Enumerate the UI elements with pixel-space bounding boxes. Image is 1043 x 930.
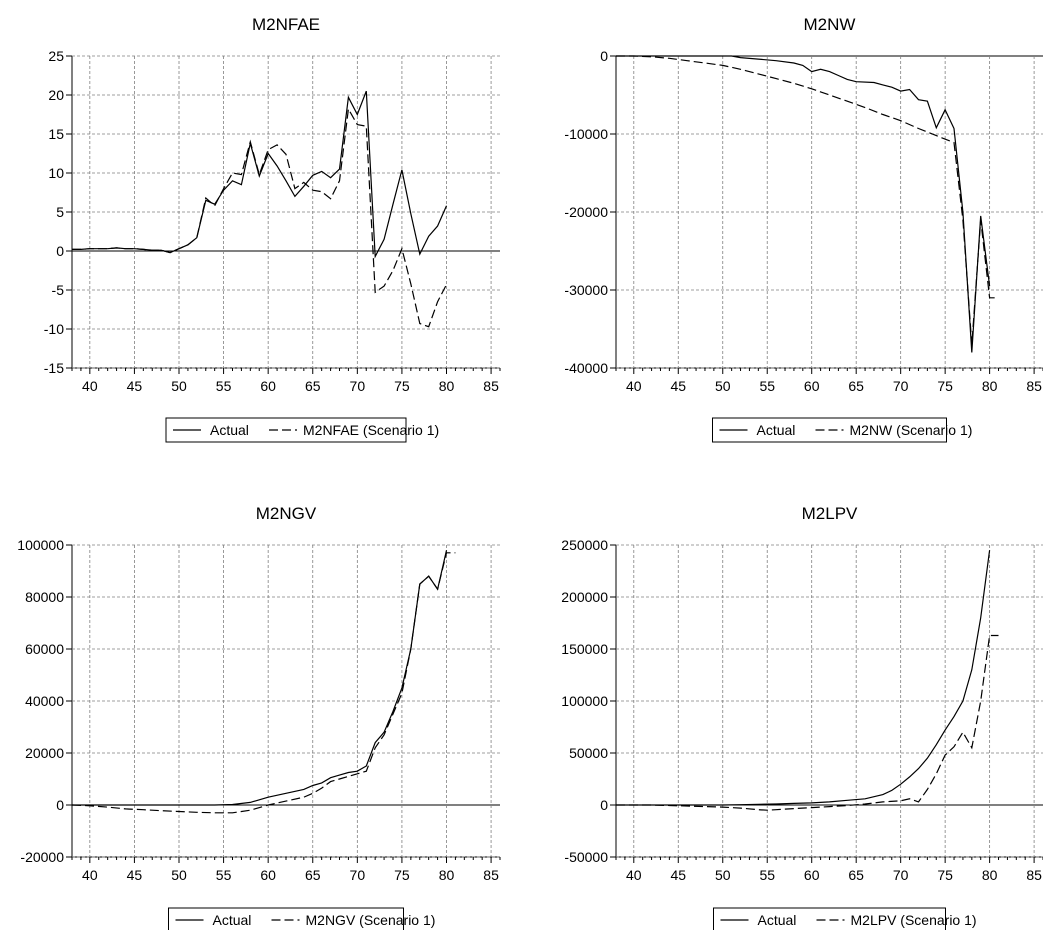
x-tick-label: 45 (127, 867, 143, 883)
x-tick-label: 45 (670, 867, 686, 883)
x-tick-label: 65 (305, 378, 321, 394)
y-tick-label: 100000 (17, 537, 64, 553)
y-tick-label: -50000 (564, 849, 608, 865)
x-tick-label: 60 (260, 378, 276, 394)
x-tick-label: 80 (439, 378, 455, 394)
x-tick-label: 40 (626, 378, 642, 394)
chart-panel-3: M2NGV 100000 80000 60000 40000 20000 0 -20000 40… (17, 504, 501, 930)
y-tick-label: -40000 (564, 360, 608, 376)
x-tick-label: 50 (171, 867, 187, 883)
x-tick-label: 45 (670, 378, 686, 394)
x-tick-label: 50 (171, 378, 187, 394)
x-tick-label: 55 (216, 867, 232, 883)
x-tick-label: 40 (626, 867, 642, 883)
y-tick-label: 50000 (569, 745, 608, 761)
x-tick-label: 55 (759, 378, 775, 394)
x-tick-label: 55 (216, 378, 232, 394)
x-tick-label: 80 (439, 867, 455, 883)
legend-label-scenario: M2NGV (Scenario 1) (306, 912, 436, 928)
y-tick-label: 200000 (561, 589, 608, 605)
y-tick-label: -20000 (564, 204, 608, 220)
y-tick-label: 250000 (561, 537, 608, 553)
legend-box (713, 907, 946, 930)
y-tick-label: 5 (56, 204, 64, 220)
x-tick-label: 65 (848, 867, 864, 883)
y-tick-label: 100000 (561, 693, 608, 709)
chart-title: M2NGV (256, 504, 317, 523)
y-tick-label: 20000 (25, 745, 64, 761)
y-tick-label: 150000 (561, 641, 608, 657)
x-tick-label: 75 (937, 867, 953, 883)
x-tick-label: 85 (483, 867, 499, 883)
x-tick-label: 85 (1026, 378, 1042, 394)
y-tick-label: -15 (44, 360, 64, 376)
chart-legend: Actual M2LPV (Scenario 1) (713, 907, 977, 930)
legend-label-scenario: M2NFAE (Scenario 1) (303, 422, 439, 438)
x-tick-label: 70 (893, 378, 909, 394)
y-tick-label: 10 (48, 165, 64, 181)
y-tick-label: -30000 (564, 282, 608, 298)
chart-title: M2LPV (802, 504, 858, 523)
legend-label-actual: Actual (210, 422, 249, 438)
x-tick-label: 85 (483, 378, 499, 394)
chart-legend: Actual M2NFAE (Scenario 1) (165, 417, 439, 443)
x-tick-label: 50 (715, 378, 731, 394)
y-tick-label: -10000 (564, 126, 608, 142)
legend-label-actual: Actual (757, 422, 796, 438)
scenario-series-line (616, 55, 999, 345)
scenario-series-line (71, 552, 456, 814)
y-tick-label: -20000 (20, 849, 64, 865)
actual-series-line (72, 550, 448, 806)
x-tick-label: 70 (893, 867, 909, 883)
x-tick-label: 40 (82, 867, 98, 883)
y-tick-label: -5 (52, 282, 65, 298)
y-tick-label: 20 (48, 87, 64, 103)
x-tick-label: 50 (715, 867, 731, 883)
chart-legend: Actual M2NW (Scenario 1) (712, 417, 973, 443)
x-tick-label: 55 (759, 867, 775, 883)
chart-legend: Actual M2NGV (Scenario 1) (168, 907, 436, 930)
scenario-series-line (72, 107, 448, 328)
x-tick-label: 60 (804, 867, 820, 883)
y-tick-label: 15 (48, 126, 64, 142)
chart-title: M2NFAE (252, 15, 320, 34)
x-tick-label: 65 (848, 378, 864, 394)
legend-box (168, 907, 404, 930)
x-tick-label: 80 (982, 867, 998, 883)
actual-series-line (616, 55, 991, 353)
y-tick-label: 0 (56, 797, 64, 813)
chart-title: M2NW (804, 15, 856, 34)
x-tick-label: 85 (1026, 867, 1042, 883)
legend-label-actual: Actual (213, 912, 252, 928)
x-tick-label: 70 (350, 378, 366, 394)
chart-panel-4: M2LPV 250000 200000 150000 100000 50000 0 -5000… (561, 504, 1043, 930)
x-tick-label: 45 (127, 378, 143, 394)
x-tick-label: 40 (82, 378, 98, 394)
y-tick-label: 40000 (25, 693, 64, 709)
x-tick-label: 60 (260, 867, 276, 883)
x-tick-label: 60 (804, 378, 820, 394)
y-tick-label: 60000 (25, 641, 64, 657)
x-tick-label: 70 (350, 867, 366, 883)
y-tick-label: 0 (600, 48, 608, 64)
actual-series-line (616, 550, 991, 806)
actual-series-line (72, 90, 448, 259)
y-tick-label: 25 (48, 48, 64, 64)
x-tick-label: 80 (982, 378, 998, 394)
chart-panel-2: M2NW 0 -10000 -20000 -30000 -40000 40 45 50 55 60 6… (564, 15, 1043, 443)
y-tick-label: 80000 (25, 589, 64, 605)
y-tick-label: 0 (600, 797, 608, 813)
x-tick-label: 75 (394, 378, 410, 394)
legend-label-scenario: M2LPV (Scenario 1) (851, 912, 977, 928)
x-tick-label: 75 (394, 867, 410, 883)
y-tick-label: 0 (56, 243, 64, 259)
legend-label-actual: Actual (758, 912, 797, 928)
x-tick-label: 65 (305, 867, 321, 883)
legend-label-scenario: M2NW (Scenario 1) (850, 422, 973, 438)
scenario-series-line (616, 634, 999, 811)
x-tick-label: 75 (937, 378, 953, 394)
y-tick-label: -10 (44, 321, 64, 337)
